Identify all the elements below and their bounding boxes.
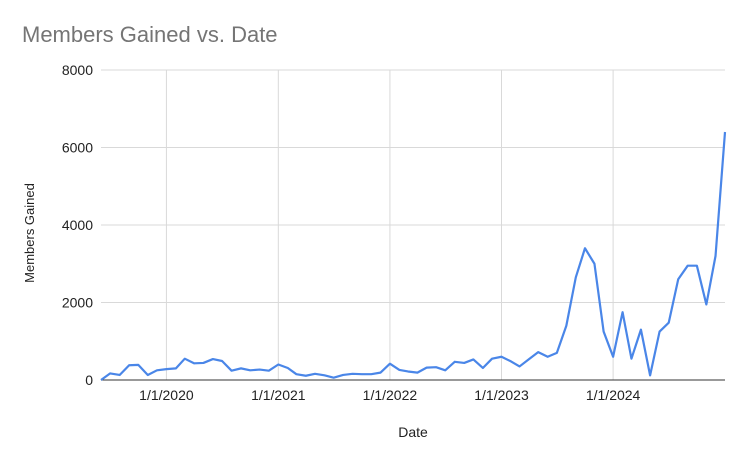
chart-title: Members Gained vs. Date	[22, 22, 278, 47]
x-tick-label: 1/1/2024	[586, 387, 641, 403]
x-tick-label: 1/1/2023	[474, 387, 529, 403]
x-tick-label: 1/1/2021	[251, 387, 306, 403]
y-tick-label: 4000	[62, 217, 93, 233]
y-tick-label: 2000	[62, 295, 93, 311]
x-tick-label: 1/1/2020	[139, 387, 194, 403]
y-tick-label: 6000	[62, 140, 93, 156]
x-tick-label: 1/1/2022	[363, 387, 418, 403]
y-tick-label: 0	[85, 372, 93, 388]
y-tick-label: 8000	[62, 62, 93, 78]
y-axis-label: Members Gained	[22, 183, 37, 283]
data-line	[100, 131, 727, 381]
x-axis-label: Date	[398, 424, 428, 440]
